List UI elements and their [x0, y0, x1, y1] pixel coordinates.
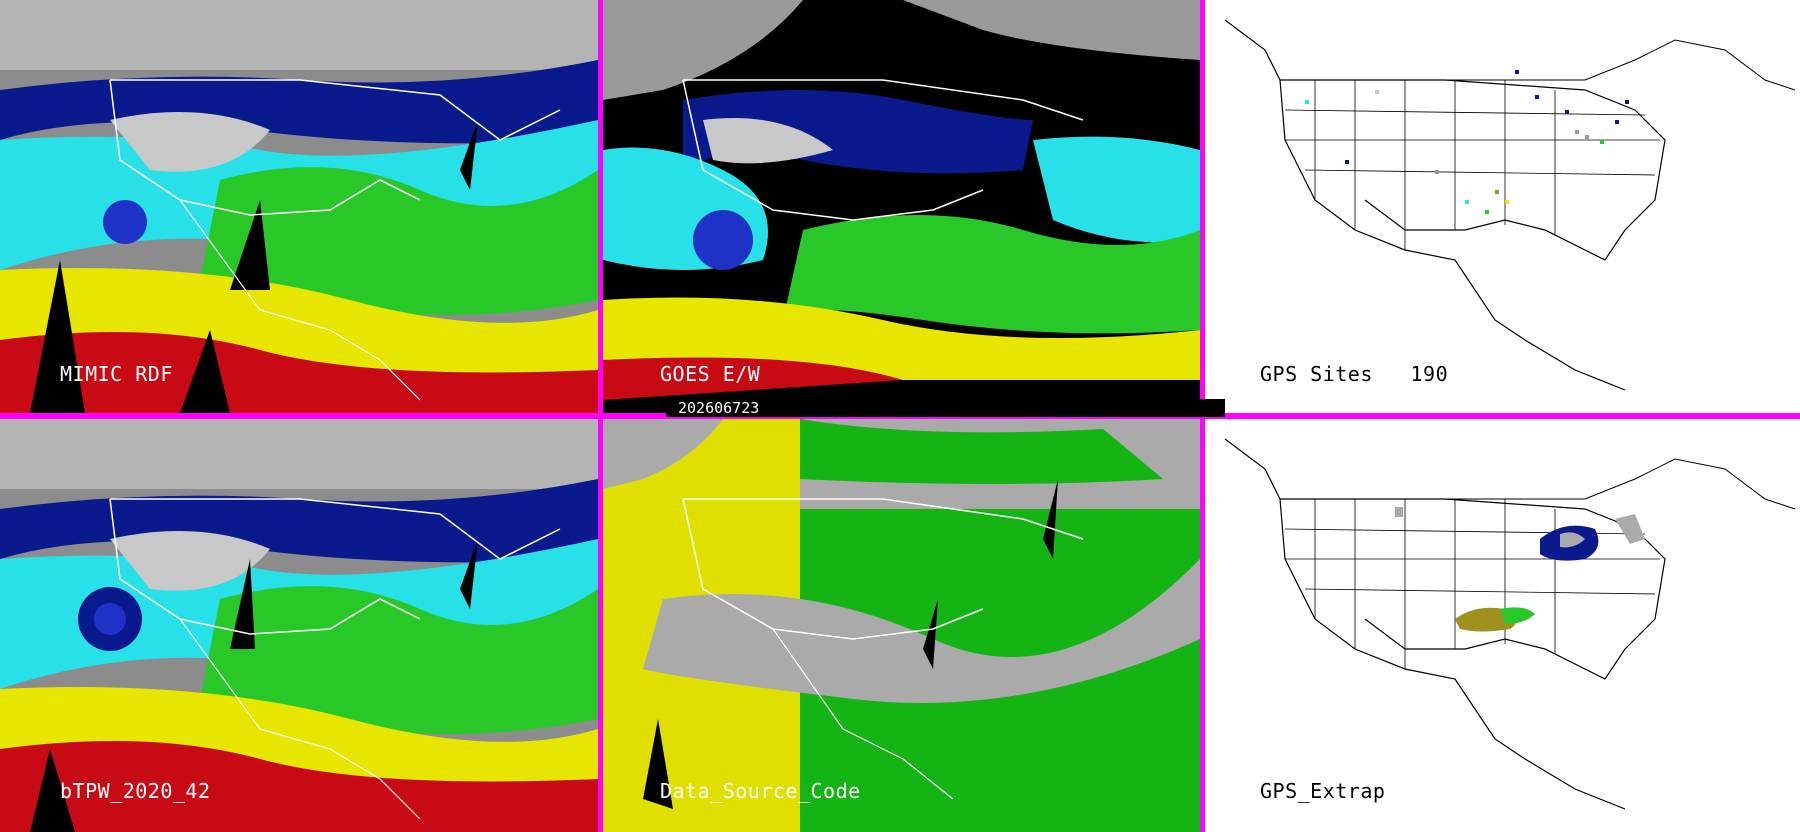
gps-sites-title: GPS Sites	[1260, 362, 1373, 386]
timestamp-bar: 202606723	[666, 399, 1225, 417]
btpw-panel: bTPW_2020_42	[0, 419, 598, 832]
data-source-code-label: Data_Source_Code	[660, 779, 861, 803]
data-source-code-panel: Data_Source_Code	[603, 419, 1200, 832]
goes-ew-panel: GOES E/W	[603, 0, 1200, 413]
gps-sites-map	[1205, 0, 1800, 413]
mimic-rdf-map	[0, 0, 598, 413]
gps-extrap-map	[1205, 419, 1800, 832]
gps-sites-label: GPS Sites 190	[1260, 362, 1448, 386]
goes-ew-label: GOES E/W	[660, 362, 761, 386]
btpw-map	[0, 419, 598, 832]
mimic-rdf-label: MIMIC RDF	[60, 362, 173, 386]
gps-site-markers	[1305, 70, 1629, 214]
data-source-code-map	[603, 419, 1200, 832]
btpw-label: bTPW_2020_42	[60, 779, 211, 803]
gps-extrap-panel: GPS_Extrap	[1205, 419, 1800, 832]
gps-extrap-label: GPS_Extrap	[1260, 779, 1386, 803]
goes-ew-map	[603, 0, 1200, 413]
mimic-rdf-panel: MIMIC RDF	[0, 0, 598, 413]
gps-sites-panel: GPS Sites 190	[1205, 0, 1800, 413]
gps-sites-count: 190	[1410, 362, 1449, 386]
